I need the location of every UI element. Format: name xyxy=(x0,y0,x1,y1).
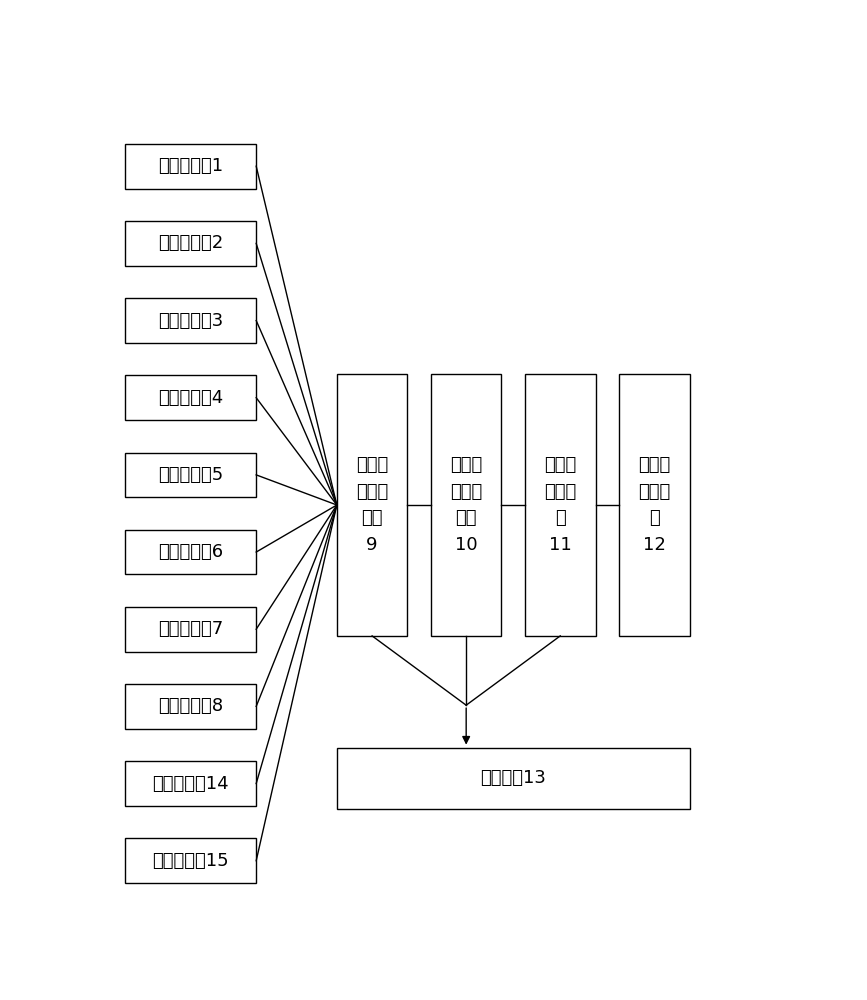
Text: 心电图
显示模
块
12: 心电图 显示模 块 12 xyxy=(638,456,670,554)
Bar xyxy=(125,684,257,729)
Text: 第二电极片2: 第二电极片2 xyxy=(158,234,224,252)
Text: 第四电极片4: 第四电极片4 xyxy=(158,389,224,407)
Text: 第三电极片3: 第三电极片3 xyxy=(158,312,224,330)
Bar xyxy=(337,374,407,636)
Bar xyxy=(125,144,257,189)
Bar xyxy=(125,298,257,343)
Bar xyxy=(125,375,257,420)
Text: 第十电极片15: 第十电极片15 xyxy=(153,852,229,870)
Text: 存储模块13: 存储模块13 xyxy=(480,769,546,787)
Bar xyxy=(125,838,257,883)
Text: 心电信
号处理
模块
9: 心电信 号处理 模块 9 xyxy=(356,456,388,554)
Bar xyxy=(125,607,257,652)
Bar xyxy=(337,748,689,809)
Text: 第六电极片6: 第六电极片6 xyxy=(158,543,223,561)
Bar xyxy=(125,530,257,574)
Text: 第一电极片1: 第一电极片1 xyxy=(158,157,223,175)
Bar xyxy=(125,221,257,266)
Bar xyxy=(431,374,501,636)
Text: 第八电极片8: 第八电极片8 xyxy=(158,697,223,715)
Bar xyxy=(125,453,257,497)
Text: 第七电极片7: 第七电极片7 xyxy=(158,620,224,638)
Text: 心电图
生成模
块
11: 心电图 生成模 块 11 xyxy=(544,456,577,554)
Text: 心电数
据处理
模块
10: 心电数 据处理 模块 10 xyxy=(450,456,482,554)
Bar xyxy=(619,374,689,636)
Text: 第五电极片5: 第五电极片5 xyxy=(158,466,224,484)
Bar xyxy=(525,374,596,636)
Bar xyxy=(125,761,257,806)
Text: 第九电极片14: 第九电极片14 xyxy=(153,775,229,793)
